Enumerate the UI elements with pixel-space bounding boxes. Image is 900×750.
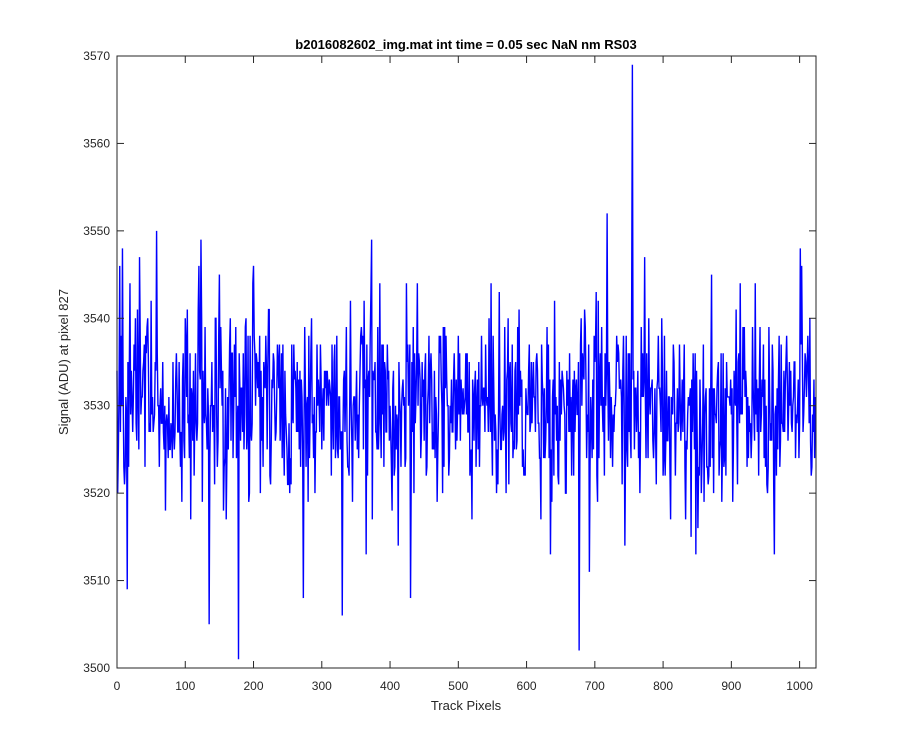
y-tick-label: 3540 (83, 311, 110, 325)
chart-title: b2016082602_img.mat int time = 0.05 sec … (295, 37, 636, 52)
y-tick-label: 3500 (83, 661, 110, 675)
signal-series-line (116, 64, 817, 660)
y-tick-label: 3520 (83, 486, 110, 500)
x-axis: 0 100 200 300 400 500 600 700 800 900 1000 (114, 56, 813, 693)
x-axis-label: Track Pixels (431, 698, 502, 713)
x-tick-label: 200 (244, 679, 264, 693)
y-axis: 3500 3510 3520 3530 3540 3550 3560 3570 (83, 49, 816, 675)
x-tick-label: 500 (448, 679, 468, 693)
y-tick-label: 3560 (83, 136, 110, 150)
axes-box (116, 55, 817, 669)
x-tick-label: 700 (585, 679, 605, 693)
x-tick-label: 800 (653, 679, 673, 693)
y-tick-label: 3510 (83, 574, 110, 588)
series-layer (116, 64, 817, 660)
x-tick-label: 1000 (786, 679, 813, 693)
y-axis-label: Signal (ADU) at pixel 827 (56, 289, 71, 435)
x-tick-label: 300 (312, 679, 332, 693)
x-tick-label: 900 (721, 679, 741, 693)
x-tick-label: 0 (114, 679, 121, 693)
x-tick-label: 600 (517, 679, 537, 693)
x-tick-label: 400 (380, 679, 400, 693)
x-tick-label: 100 (175, 679, 195, 693)
y-tick-label: 3550 (83, 224, 110, 238)
y-tick-label: 3570 (83, 49, 110, 63)
y-tick-label: 3530 (83, 399, 110, 413)
